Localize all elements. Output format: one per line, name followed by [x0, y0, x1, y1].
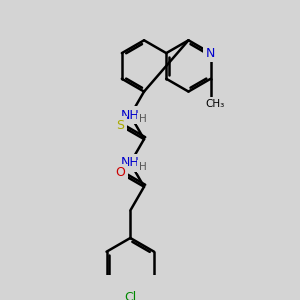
Text: CH₃: CH₃ [206, 99, 225, 110]
Text: O: O [115, 167, 125, 179]
Text: NH: NH [121, 109, 140, 122]
Text: Cl: Cl [124, 291, 136, 300]
Text: H: H [139, 162, 146, 172]
Text: NH: NH [121, 156, 140, 170]
Text: H: H [139, 114, 146, 124]
Text: S: S [116, 119, 124, 132]
Text: N: N [206, 46, 215, 60]
